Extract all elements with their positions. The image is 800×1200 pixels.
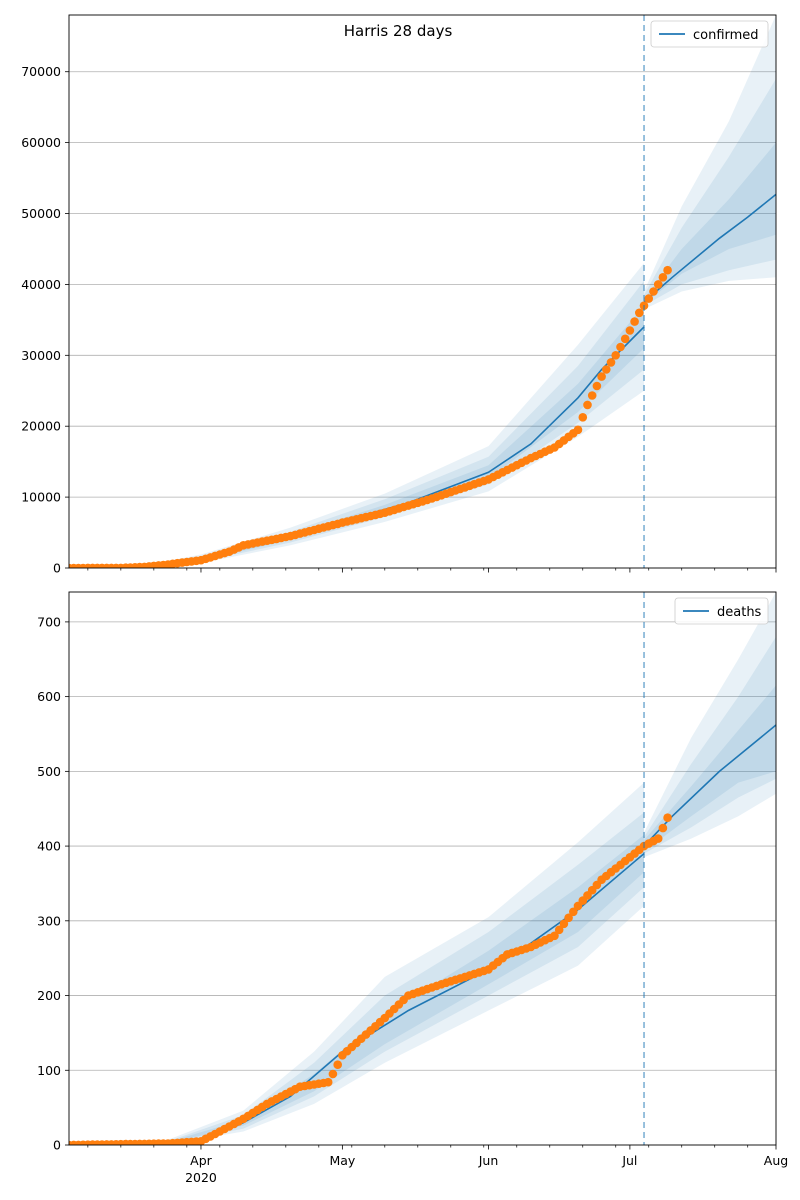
- x-tick-label: May: [329, 1153, 355, 1168]
- plot-frame: [68, 14, 777, 569]
- y-tick-label: 50000: [21, 206, 61, 221]
- observed-point: [653, 280, 663, 289]
- observed-point: [606, 358, 616, 367]
- observed-point: [564, 913, 573, 923]
- confidence-band: [644, 142, 776, 305]
- y-tick-label: 10000: [21, 490, 61, 505]
- observed-point: [550, 931, 559, 941]
- y-tick-label: 0: [53, 1138, 61, 1153]
- observed-point: [602, 365, 611, 374]
- observed-point: [323, 1077, 333, 1087]
- legend: confirmed: [650, 20, 769, 48]
- y-tick-label: 60000: [21, 135, 61, 150]
- observed-point: [635, 308, 644, 318]
- confidence-band: [644, 78, 776, 306]
- y-tick-label: 40000: [21, 277, 61, 292]
- legend-box: [674, 597, 769, 625]
- confidence-band: [644, 636, 776, 854]
- observed-point: [333, 1060, 343, 1069]
- observed-point: [625, 326, 635, 335]
- y-tick-label: 70000: [21, 64, 61, 79]
- observed-points: [69, 813, 672, 1145]
- y-tick-label: 300: [37, 913, 61, 928]
- legend-label: confirmed: [693, 28, 759, 43]
- observed-point: [611, 351, 620, 360]
- observed-point: [587, 391, 597, 400]
- x-tick-label: Jun: [478, 1153, 499, 1168]
- confidence-band: [644, 592, 776, 858]
- observed-point: [597, 372, 606, 381]
- x-tick-label: Apr: [190, 1153, 212, 1168]
- confidence-band: [69, 263, 644, 568]
- y-tick-label: 700: [37, 614, 61, 629]
- observed-point: [663, 265, 672, 275]
- y-tick-label: 500: [37, 764, 61, 779]
- y-tick-label: 200: [37, 988, 61, 1003]
- observed-point: [620, 334, 630, 344]
- legend: deaths: [674, 597, 769, 625]
- observed-point: [663, 813, 672, 822]
- observed-point: [569, 907, 578, 917]
- x-tick-sublabel: 2020: [185, 1170, 217, 1185]
- observed-point: [630, 317, 639, 326]
- y-tick-label: 30000: [21, 348, 61, 363]
- x-tick-label: Aug: [764, 1153, 788, 1168]
- x-tick-label: Jul: [621, 1153, 637, 1168]
- forecast-line: [643, 193, 776, 303]
- observed-point: [658, 273, 668, 282]
- forecast-line: [643, 724, 776, 847]
- observed-point: [649, 287, 658, 296]
- plot-frame: [68, 591, 777, 1146]
- observed-point: [328, 1069, 338, 1079]
- observed-point: [578, 413, 588, 422]
- observed-point: [592, 381, 602, 391]
- confidence-band: [644, 685, 776, 852]
- y-tick-label: 20000: [21, 419, 61, 434]
- observed-point: [559, 919, 569, 929]
- deaths-panel: 0 100 200 300 400 500 600 700 deaths: [37, 591, 777, 1153]
- y-tick-label: 600: [37, 689, 61, 704]
- y-tick-label: 100: [37, 1063, 61, 1078]
- observed-point: [653, 834, 663, 843]
- observed-point: [616, 342, 625, 352]
- x-axis: Apr 2020 May Jun Jul Aug: [185, 1153, 788, 1185]
- confidence-band: [69, 782, 644, 1145]
- y-tick-label: 400: [37, 839, 61, 854]
- observed-point: [554, 925, 564, 935]
- legend-label: deaths: [717, 605, 762, 620]
- legend-box: [650, 20, 769, 48]
- confidence-band: [644, 15, 776, 310]
- confidence-band: [69, 280, 644, 568]
- observed-point: [573, 425, 583, 435]
- observed-points: [69, 265, 672, 568]
- chart-title: Harris 28 days: [344, 22, 453, 40]
- observed-point: [644, 294, 653, 303]
- observed-point: [583, 400, 592, 410]
- confirmed-panel: 0 10000 20000 30000 40000 50000 60000 70000 conf…: [21, 14, 777, 576]
- y-tick-label: 0: [53, 561, 61, 576]
- observed-point: [658, 823, 668, 833]
